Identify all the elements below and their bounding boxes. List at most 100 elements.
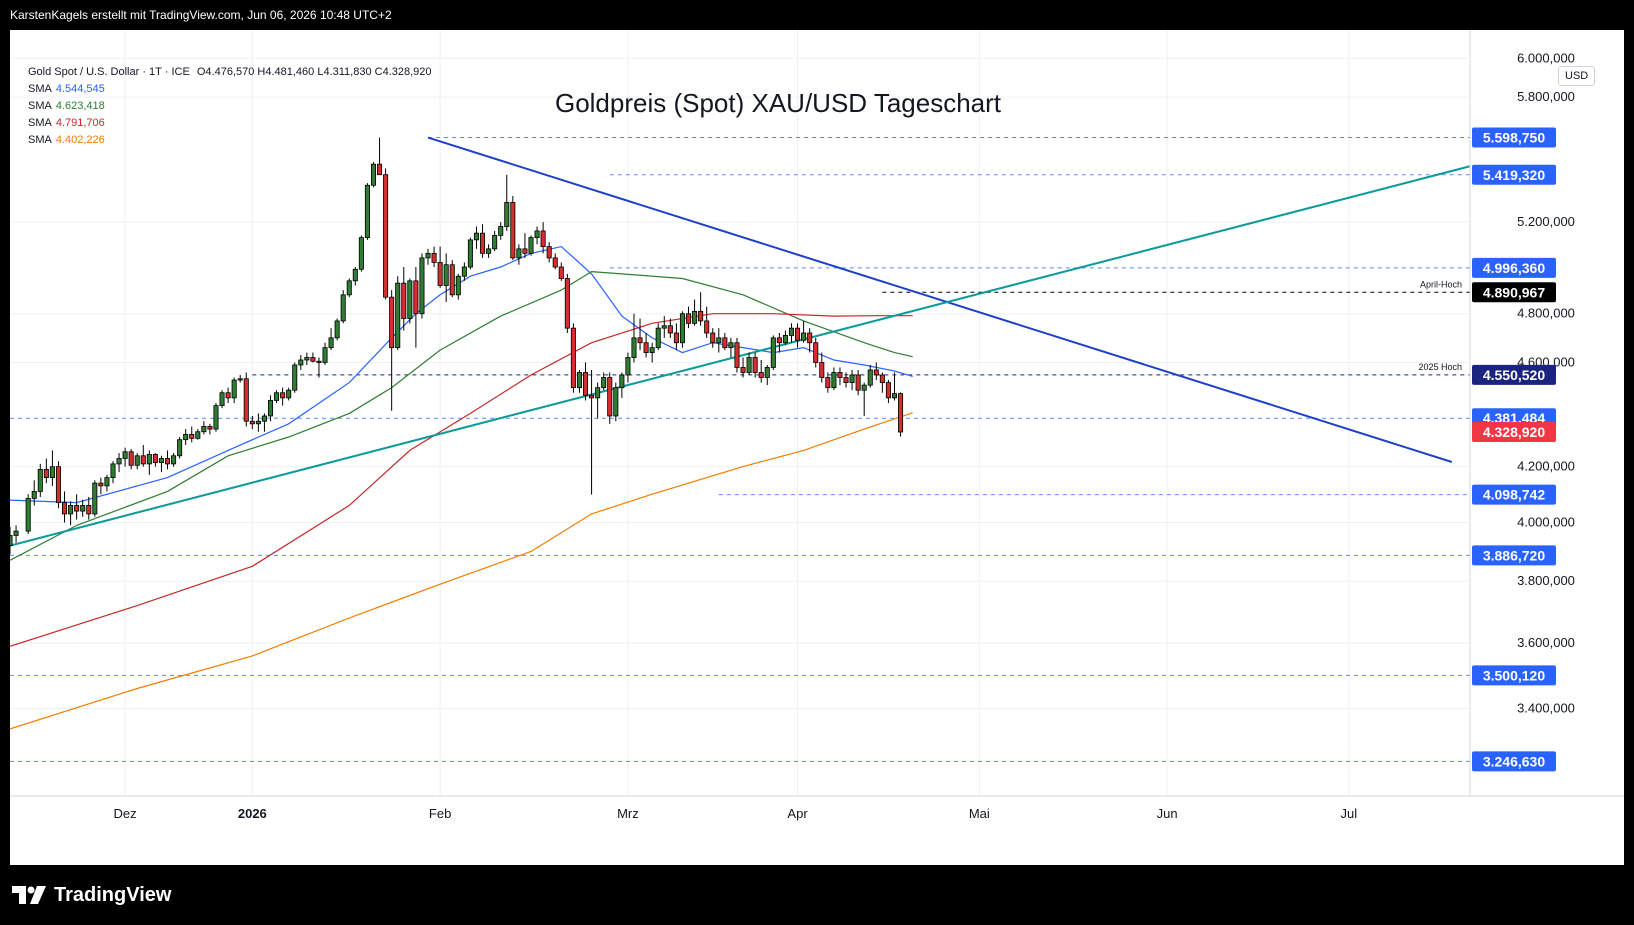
legend-sma-2[interactable]: SMA 4.623,418 bbox=[28, 98, 436, 115]
candle-body bbox=[667, 325, 673, 334]
candle-body bbox=[298, 359, 304, 366]
candle-body bbox=[891, 393, 898, 399]
candle-body bbox=[443, 264, 449, 286]
candle-body bbox=[492, 234, 498, 250]
candle-body bbox=[855, 374, 861, 391]
chart-attribution: KarstenKagels erstellt mit TradingView.c… bbox=[10, 8, 392, 22]
candle-body bbox=[37, 468, 43, 492]
tradingview-logo-icon bbox=[12, 886, 46, 904]
candle-body bbox=[104, 477, 110, 487]
candle-body bbox=[679, 313, 685, 344]
candle-body bbox=[280, 392, 286, 399]
candle-body bbox=[116, 458, 122, 465]
sma-line bbox=[9, 412, 913, 730]
candle-body bbox=[825, 377, 831, 389]
candle-body bbox=[195, 431, 201, 439]
grid bbox=[10, 30, 1470, 796]
candle-body bbox=[334, 320, 340, 339]
candle-body bbox=[389, 296, 395, 349]
candle-body bbox=[486, 248, 492, 254]
candle-body bbox=[237, 378, 243, 381]
candle-body bbox=[758, 372, 764, 378]
candle-body bbox=[364, 184, 370, 239]
candle-body bbox=[831, 372, 837, 389]
candle-body bbox=[649, 347, 655, 353]
candle-body bbox=[619, 374, 625, 389]
candle-body bbox=[885, 382, 891, 399]
price-label: 4.550,520 bbox=[1483, 367, 1545, 383]
candle-body bbox=[540, 230, 546, 247]
price-label-box bbox=[1472, 665, 1556, 686]
price-label: 4.098,742 bbox=[1483, 487, 1545, 503]
x-tick-label: Apr bbox=[787, 806, 808, 821]
price-label: 4.890,967 bbox=[1483, 284, 1545, 300]
candle-body bbox=[782, 335, 788, 344]
legend-sma-4[interactable]: SMA 4.402,226 bbox=[28, 132, 436, 149]
candle-body bbox=[425, 252, 431, 259]
candle-body bbox=[304, 357, 310, 361]
candle-body bbox=[322, 347, 328, 363]
candle-body bbox=[13, 530, 19, 536]
candle-body bbox=[86, 505, 92, 515]
last-price-label: 4.328,920 bbox=[1483, 424, 1545, 440]
legend-sma-3[interactable]: SMA 4.791,706 bbox=[28, 115, 436, 132]
candle-body bbox=[473, 232, 479, 241]
candle-body bbox=[698, 310, 704, 322]
candle-body bbox=[437, 262, 443, 286]
candle-body bbox=[637, 337, 643, 344]
candle-body bbox=[801, 332, 807, 341]
candle-body bbox=[171, 455, 177, 465]
candle-body bbox=[625, 357, 631, 376]
price-label-box bbox=[1472, 164, 1556, 185]
candle-body bbox=[62, 502, 68, 515]
price-label-box bbox=[1472, 257, 1556, 278]
candles bbox=[7, 137, 904, 555]
price-label-box bbox=[1472, 545, 1556, 566]
legend-symbol-row: Gold Spot / U.S. Dollar · 1T · ICE O4.47… bbox=[28, 64, 436, 81]
candle-body bbox=[631, 337, 637, 358]
tradingview-logo[interactable]: TradingView bbox=[12, 884, 171, 907]
legend-sma-1[interactable]: SMA 4.544,545 bbox=[28, 81, 436, 98]
candle-body bbox=[134, 455, 140, 466]
sma-label: SMA bbox=[28, 117, 52, 129]
legend-symbol: Gold Spot / U.S. Dollar · 1T · ICE bbox=[28, 66, 190, 78]
currency-button[interactable]: USD bbox=[1558, 66, 1596, 86]
candle-body bbox=[49, 466, 55, 478]
price-label-box bbox=[1472, 364, 1556, 385]
candle-body bbox=[286, 389, 292, 399]
candle-body bbox=[352, 268, 358, 282]
candle-body bbox=[552, 257, 558, 268]
candle-body bbox=[383, 174, 389, 298]
candle-body bbox=[255, 420, 261, 425]
candle-body bbox=[613, 387, 619, 417]
candle-body bbox=[219, 392, 225, 406]
candle-body bbox=[74, 505, 80, 512]
axes: 3.400,000 3.600,000 3.800,000 4.000,000 4.20… bbox=[10, 30, 1624, 821]
candle-body bbox=[716, 337, 722, 344]
candle-body bbox=[98, 482, 104, 487]
candle-body bbox=[449, 264, 455, 296]
candle-body bbox=[261, 415, 267, 422]
candle-body bbox=[728, 342, 734, 349]
price-label-box bbox=[1472, 751, 1556, 772]
candle-body bbox=[595, 387, 601, 399]
candle-body bbox=[661, 325, 667, 329]
candle-body bbox=[431, 252, 437, 263]
footer: TradingView bbox=[0, 865, 1634, 925]
candle-body bbox=[837, 372, 843, 378]
candle-body bbox=[401, 282, 407, 319]
sma-value: 4.544,545 bbox=[55, 83, 105, 95]
candle-body bbox=[601, 377, 607, 389]
trendlines bbox=[9, 136, 1471, 547]
candle-body bbox=[843, 377, 849, 383]
candle-body bbox=[861, 384, 867, 391]
candle-body bbox=[68, 505, 74, 515]
candle-body bbox=[589, 394, 595, 399]
candle-body bbox=[480, 232, 486, 254]
candle-body bbox=[164, 458, 171, 465]
candle-body bbox=[419, 257, 425, 315]
y-tick-label: 5.800,000 bbox=[1517, 89, 1575, 104]
candle-body bbox=[510, 202, 516, 259]
candle-body bbox=[685, 313, 692, 324]
